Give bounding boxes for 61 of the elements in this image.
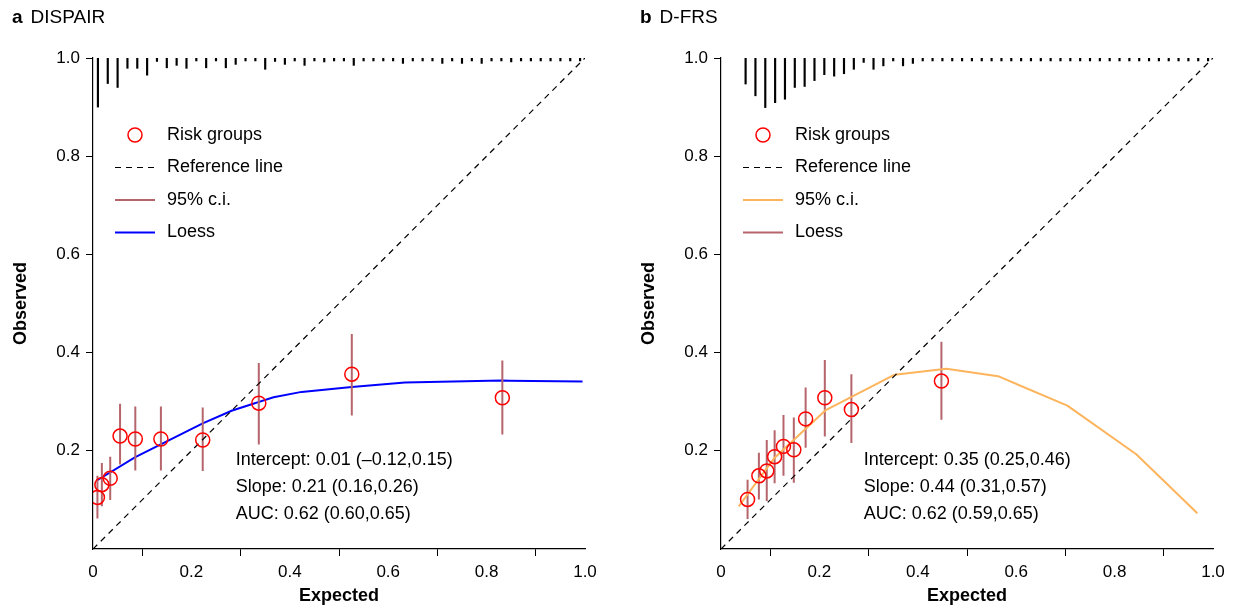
- point: [494, 390, 511, 406]
- y-tick-label: 0.2: [56, 440, 80, 460]
- x-tick-label: 0: [88, 561, 98, 581]
- annotation: Slope: 0.21 (0.16,0.26): [235, 475, 419, 496]
- annotation: AUC: 0.62 (0.60,0.65): [235, 502, 411, 523]
- x-tick-label: 0.4: [905, 561, 930, 581]
- x-tick-label: 0.4: [277, 561, 302, 581]
- legend-label: Loess: [795, 221, 844, 242]
- point: [786, 442, 802, 458]
- point: [153, 431, 169, 447]
- annotation: Slope: 0.44 (0.31,0.57): [863, 475, 1047, 496]
- x-tick-label: 0.8: [474, 561, 499, 581]
- point: [112, 428, 128, 444]
- x-tick-label: 0: [716, 561, 726, 581]
- point: [759, 463, 775, 479]
- annotation: Intercept: 0.35 (0.25,0.46): [863, 448, 1071, 469]
- y-tick-label: 0.4: [56, 342, 80, 362]
- point: [739, 491, 756, 508]
- point: [766, 448, 783, 465]
- chart-title: b D-FRS: [640, 6, 718, 28]
- y-tick-label: 1.0: [684, 47, 708, 67]
- x-tick-label: 0.8: [1102, 561, 1127, 581]
- point: [933, 373, 950, 389]
- point: [102, 470, 118, 487]
- point: [751, 468, 767, 484]
- x-tick-label: 1.0: [1201, 561, 1225, 581]
- point: [94, 476, 110, 493]
- y-tick-label: 0.2: [684, 440, 708, 460]
- y-tick-label: 0.6: [684, 244, 708, 264]
- legend-label: Reference line: [795, 156, 912, 177]
- point: [817, 390, 833, 406]
- y-axis-title: Observed: [637, 261, 658, 346]
- annotation: Intercept: 0.01 (–0.12,0.15): [235, 448, 453, 469]
- legend-label: 95% c.i.: [167, 188, 232, 209]
- y-axis-title: Observed: [9, 261, 30, 346]
- x-tick-label: 0.6: [1004, 561, 1029, 581]
- chart-title: a DISPAIR: [12, 6, 106, 28]
- y-tick-label: 0.8: [684, 145, 708, 165]
- y-tick-label: 0.6: [56, 244, 80, 264]
- point: [775, 438, 792, 455]
- legend-label: Loess: [167, 221, 216, 242]
- legend-label: 95% c.i.: [795, 188, 860, 209]
- point: [127, 431, 144, 447]
- x-tick-label: 0.2: [807, 561, 832, 581]
- x-tick-label: 1.0: [573, 561, 597, 581]
- annotation: AUC: 0.62 (0.59,0.65): [863, 502, 1039, 523]
- y-tick-label: 0.4: [684, 342, 708, 362]
- point: [797, 411, 814, 427]
- point: [344, 366, 360, 382]
- legend-label: Risk groups: [167, 123, 263, 144]
- y-tick-label: 0.8: [56, 145, 80, 165]
- x-axis-title: Expected: [926, 585, 1008, 606]
- point: [194, 432, 211, 448]
- x-axis-title: Expected: [298, 585, 380, 606]
- legend-label: Reference line: [167, 156, 284, 177]
- x-tick-label: 0.2: [179, 561, 204, 581]
- legend-label: Risk groups: [795, 123, 891, 144]
- point: [843, 401, 860, 418]
- y-tick-label: 1.0: [56, 47, 80, 67]
- point: [251, 395, 267, 411]
- x-tick-label: 0.6: [376, 561, 401, 581]
